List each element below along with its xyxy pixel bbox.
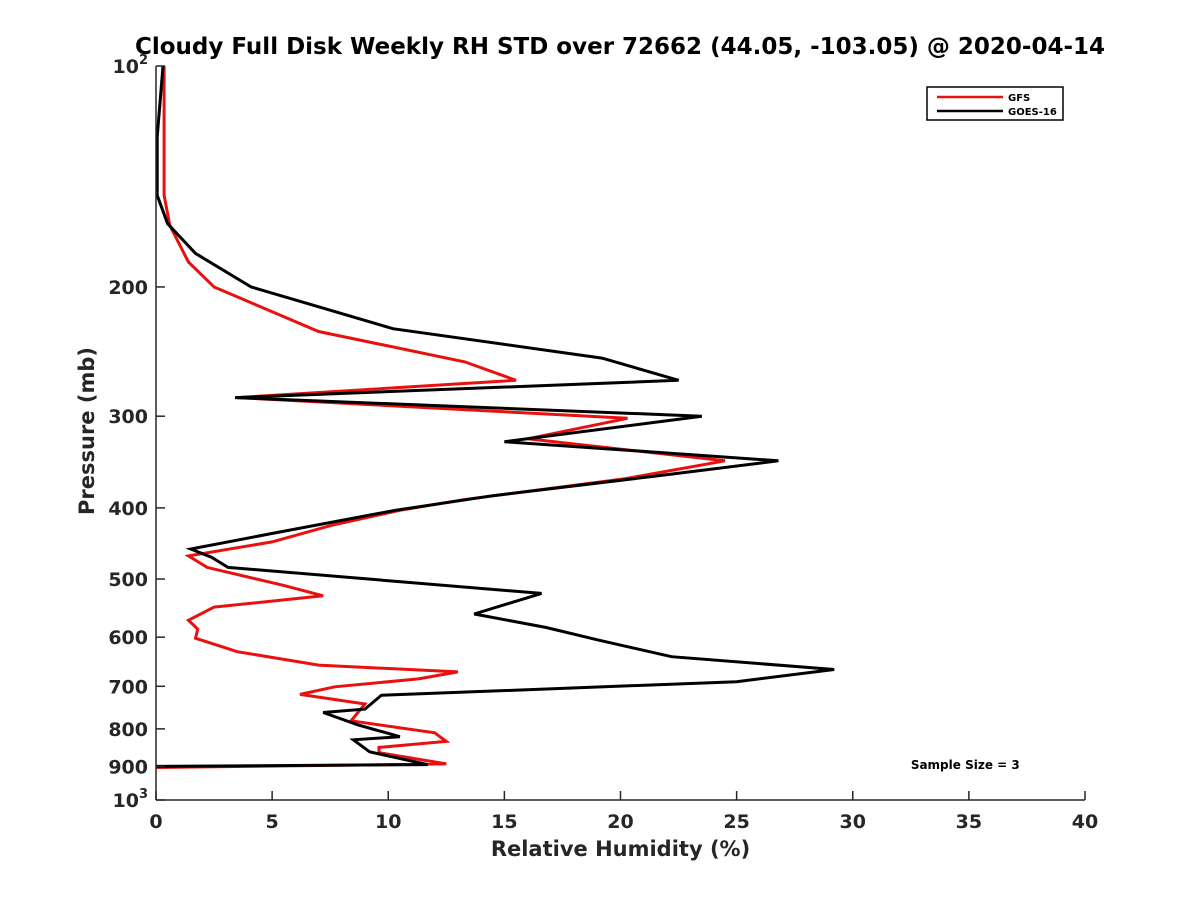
y-tick-label: 500 (108, 569, 148, 591)
x-tick-label: 30 (840, 811, 866, 833)
y-tick-label: 300 (108, 406, 148, 428)
x-axis-label: Relative Humidity (%) (491, 837, 750, 861)
x-tick-label: 15 (491, 811, 517, 833)
legend-label: GFS (1008, 93, 1030, 104)
y-tick-label: 600 (108, 627, 148, 649)
x-tick-label: 35 (956, 811, 982, 833)
legend: GFS GOES-16 (926, 86, 1064, 121)
y-tick-label: 900 (108, 756, 148, 778)
y-tick-label: 103 (113, 787, 149, 812)
sample-size-annotation: Sample Size = 3 (911, 758, 1020, 772)
x-tick-label: 25 (723, 811, 749, 833)
legend-box (926, 86, 1064, 121)
y-tick-label: 800 (108, 719, 148, 741)
series-line-gfs (155, 66, 726, 769)
legend-label: GOES-16 (1008, 107, 1057, 118)
ticks-layer: 0 5 10 15 20 25 30 35 40 102 200 300 400 500 600 700 800… (108, 53, 1098, 833)
chart-title: Cloudy Full Disk Weekly RH STD over 7266… (135, 34, 1105, 60)
y-axis-label: Pressure (mb) (75, 347, 99, 515)
axes-layer (155, 66, 1085, 801)
series-line-goes-16 (155, 65, 835, 768)
x-tick-label: 10 (375, 811, 401, 833)
y-tick-label: 700 (108, 676, 148, 698)
x-tick-label: 0 (149, 811, 162, 833)
annotation-layer: Sample Size = 3 (911, 758, 1020, 772)
y-tick-label: 200 (108, 277, 148, 299)
x-tick-label: 40 (1072, 811, 1098, 833)
y-tick-label: 102 (113, 53, 149, 78)
y-tick-label: 400 (108, 498, 148, 520)
x-tick-label: 5 (266, 811, 279, 833)
series-layer (155, 65, 835, 769)
x-tick-label: 20 (607, 811, 633, 833)
